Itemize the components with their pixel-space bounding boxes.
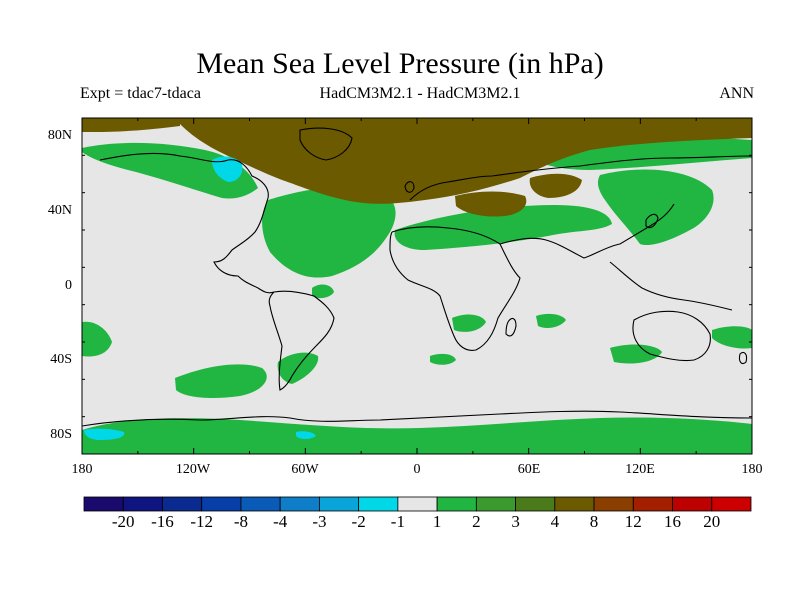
colorbar — [83, 496, 752, 512]
colorbar-label: -16 — [151, 512, 174, 531]
colorbar-label: 2 — [472, 512, 481, 531]
colorbar-swatch — [240, 496, 281, 512]
lat-label: 40N — [47, 203, 72, 218]
colorbar-label: -12 — [190, 512, 214, 531]
field-south-atlantic — [175, 364, 267, 398]
coast-madagascar — [505, 317, 517, 337]
colorbar-swatch — [711, 496, 752, 512]
colorbar-swatch — [436, 496, 477, 512]
colorbar-label: 1 — [432, 512, 442, 531]
colorbar-swatch — [672, 496, 713, 512]
map-title: Mean Sea Level Pressure (in hPa) — [196, 47, 604, 80]
colorbar-swatch — [201, 496, 242, 512]
coastlines — [82, 127, 752, 427]
coast-north-america — [99, 152, 275, 294]
coast-south-america — [268, 290, 335, 391]
lon-label: 60E — [517, 462, 541, 477]
lat-label: 0 — [65, 278, 72, 293]
coast-africa — [389, 226, 521, 351]
coast-antarctica — [82, 410, 752, 427]
experiment-label: Expt = tdac7-tdaca — [80, 85, 201, 102]
season-label: ANN — [719, 85, 754, 102]
colorbar-swatch — [358, 496, 399, 512]
colorbar-swatch — [515, 496, 556, 512]
lon-label: 120W — [175, 462, 211, 477]
field-eurasia-south — [394, 205, 612, 250]
colorbar-label: -3 — [312, 512, 327, 531]
field-north-pacific — [82, 142, 258, 199]
colorbar-label: 4 — [550, 512, 560, 531]
field-brazil-coast — [312, 284, 334, 299]
field-europe-high — [455, 191, 527, 217]
colorbar-label: -2 — [351, 512, 366, 531]
field-southern-indian — [610, 344, 662, 364]
coast-asia-south — [499, 203, 675, 259]
lat-label: 80S — [50, 427, 72, 442]
colorbar-swatch — [279, 496, 320, 512]
field-arctic-high — [180, 118, 752, 204]
field-weddell-low — [296, 431, 316, 439]
colorbar-swatch — [162, 496, 203, 512]
field-south-atlantic-east — [277, 352, 319, 384]
colorbar-label: -8 — [233, 512, 249, 531]
colorbar-swatch — [319, 496, 360, 512]
colorbar-label: -1 — [390, 512, 405, 531]
colorbar-swatch — [593, 496, 634, 512]
field-pacific-northwest — [597, 169, 714, 246]
colorbar-label: 12 — [624, 512, 642, 531]
colorbar-swatch — [122, 496, 163, 512]
coast-southeast-asia — [609, 261, 733, 311]
coast-japan — [645, 213, 659, 229]
field-indian-ocean — [452, 314, 486, 332]
map-ticks — [81, 117, 753, 455]
colorbar-swatch — [83, 496, 124, 512]
field-north-atlantic — [262, 187, 396, 278]
field-hudson-bay-low — [212, 156, 243, 182]
field-indian-ocean-east — [536, 313, 566, 328]
field-south-pacific-west — [82, 321, 112, 357]
lon-label: 120E — [625, 462, 655, 477]
coast-greenland — [299, 127, 353, 161]
colorbar-label: 8 — [589, 512, 599, 531]
colorbar-label: 16 — [664, 512, 682, 531]
field-southern-ocean — [82, 417, 752, 454]
lon-label: 0 — [413, 462, 421, 477]
coast-australia — [632, 310, 711, 362]
coast-new-zealand — [738, 351, 748, 365]
lat-label: 40S — [50, 352, 72, 367]
pressure-field — [82, 118, 752, 454]
field-arctic-left — [82, 118, 180, 132]
colorbar-label: -20 — [111, 512, 135, 531]
model-label: HadCM3M2.1 - HadCM3M2.1 — [319, 85, 521, 102]
field-australia-south — [712, 326, 752, 349]
coast-british-isles — [404, 181, 415, 193]
lon-label: 180 — [741, 462, 763, 477]
colorbar-label: 3 — [511, 512, 520, 531]
field-south-africa-sw — [430, 353, 456, 365]
lon-label: 60W — [291, 462, 319, 477]
colorbar-label: 20 — [703, 512, 721, 531]
colorbar-swatch — [397, 496, 438, 512]
coast-eurasia — [409, 155, 752, 201]
lat-label: 80N — [47, 128, 72, 143]
field-ross-sea-low — [84, 428, 125, 440]
colorbar-swatch — [632, 496, 673, 512]
colorbar-label: -4 — [273, 512, 288, 531]
lon-label: 180 — [71, 462, 93, 477]
colorbar-swatch — [554, 496, 595, 512]
colorbar-swatch — [475, 496, 516, 512]
field-central-asia-high — [529, 173, 582, 198]
